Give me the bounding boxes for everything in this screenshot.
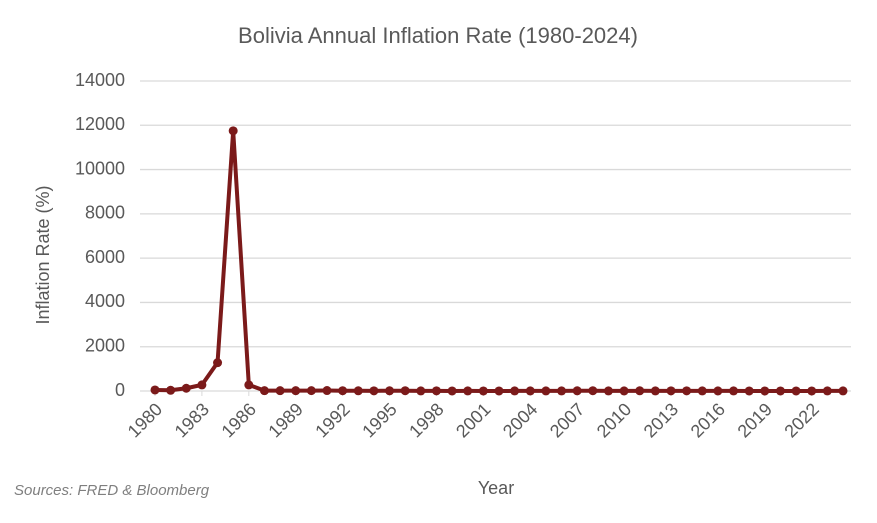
data-point (322, 386, 332, 396)
data-point (650, 386, 660, 396)
y-tick-label: 12000 (75, 114, 125, 134)
data-point (775, 386, 785, 396)
y-axis-label: Inflation Rate (%) (33, 185, 53, 324)
y-tick-label: 2000 (85, 335, 125, 355)
data-point (807, 386, 817, 396)
data-point (744, 386, 754, 396)
data-point (713, 386, 723, 396)
data-point (838, 386, 848, 396)
data-point (666, 386, 676, 396)
data-point (510, 386, 520, 396)
data-point (228, 126, 238, 136)
data-point (259, 386, 269, 396)
data-point (275, 386, 285, 396)
data-point (603, 386, 613, 396)
y-tick-label: 0 (115, 380, 125, 400)
x-axis-label: Year (478, 478, 514, 498)
data-point (525, 386, 535, 396)
data-point (478, 386, 488, 396)
data-point (400, 386, 410, 396)
data-point (619, 386, 629, 396)
data-point (213, 358, 223, 368)
data-point (572, 386, 582, 396)
data-point (181, 383, 191, 393)
data-point (463, 386, 473, 396)
data-point (588, 386, 598, 396)
data-point (682, 386, 692, 396)
data-point (369, 386, 379, 396)
data-point (447, 386, 457, 396)
data-point (353, 386, 363, 396)
y-tick-label: 4000 (85, 291, 125, 311)
data-point (306, 386, 316, 396)
y-tick-label: 14000 (75, 70, 125, 90)
data-point (541, 386, 551, 396)
data-point (822, 386, 832, 396)
data-point (244, 380, 254, 390)
y-tick-label: 6000 (85, 247, 125, 267)
source-note: Sources: FRED & Bloomberg (14, 482, 210, 499)
chart-title: Bolivia Annual Inflation Rate (1980-2024… (238, 23, 638, 48)
data-point (166, 385, 176, 395)
data-point (416, 386, 426, 396)
data-point (431, 386, 441, 396)
data-point (697, 386, 707, 396)
data-point (494, 386, 504, 396)
data-point (729, 386, 739, 396)
data-point (338, 386, 348, 396)
data-point (150, 385, 160, 395)
data-point (197, 380, 207, 390)
y-tick-label: 10000 (75, 158, 125, 178)
y-tick-label: 8000 (85, 203, 125, 223)
data-point (635, 386, 645, 396)
data-point (557, 386, 567, 396)
data-point (385, 386, 395, 396)
data-point (760, 386, 770, 396)
data-point (291, 386, 301, 396)
data-point (791, 386, 801, 396)
